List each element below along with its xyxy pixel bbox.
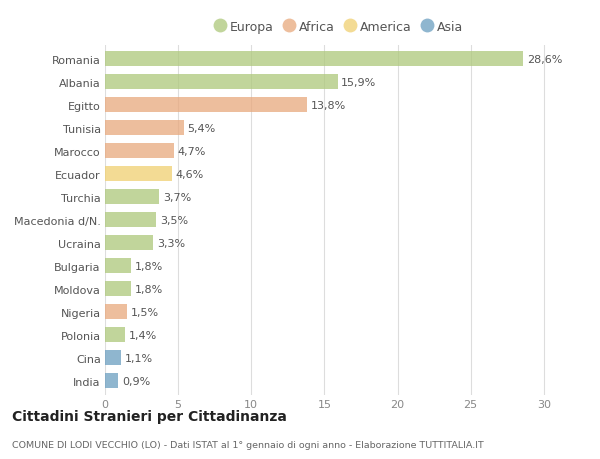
Bar [105,351,121,365]
Bar [105,98,307,113]
Bar [105,259,131,274]
Bar [105,374,118,388]
Text: 3,7%: 3,7% [163,192,191,202]
Bar [105,213,156,228]
Text: COMUNE DI LODI VECCHIO (LO) - Dati ISTAT al 1° gennaio di ogni anno - Elaborazio: COMUNE DI LODI VECCHIO (LO) - Dati ISTAT… [12,441,484,449]
Bar [105,282,131,297]
Text: 1,8%: 1,8% [135,284,163,294]
Legend: Europa, Africa, America, Asia: Europa, Africa, America, Asia [212,18,466,36]
Bar [105,167,172,182]
Bar [105,236,153,251]
Bar [105,121,184,136]
Bar [105,52,523,67]
Text: 1,4%: 1,4% [129,330,157,340]
Text: 0,9%: 0,9% [122,376,150,386]
Bar [105,305,127,319]
Text: 1,5%: 1,5% [131,307,159,317]
Text: 3,3%: 3,3% [157,238,185,248]
Bar [105,144,174,159]
Text: 28,6%: 28,6% [527,55,562,65]
Text: 13,8%: 13,8% [310,101,346,111]
Bar [105,328,125,342]
Text: Cittadini Stranieri per Cittadinanza: Cittadini Stranieri per Cittadinanza [12,409,287,423]
Bar [105,75,338,90]
Text: 1,8%: 1,8% [135,261,163,271]
Text: 4,6%: 4,6% [176,169,204,179]
Text: 1,1%: 1,1% [125,353,153,363]
Text: 4,7%: 4,7% [178,146,206,157]
Bar [105,190,159,205]
Text: 15,9%: 15,9% [341,78,376,88]
Text: 5,4%: 5,4% [188,123,216,134]
Text: 3,5%: 3,5% [160,215,188,225]
